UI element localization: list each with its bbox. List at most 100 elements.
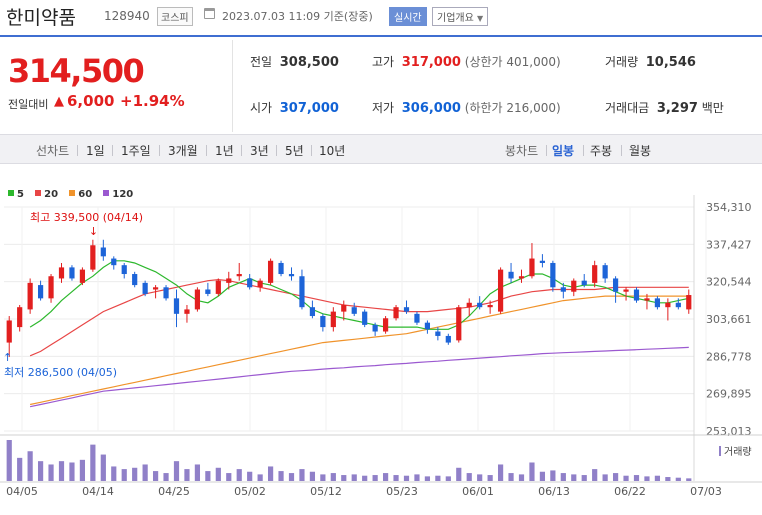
ma120-line <box>29 346 689 408</box>
tab-weekly[interactable]: 주봉 <box>590 144 613 158</box>
volume-bar <box>330 473 336 481</box>
volume-label: 거래량 <box>724 446 752 458</box>
legend-label: 120 <box>112 189 134 200</box>
price-chart[interactable]: 354,310 337,427 320,544 303,661 286,778 269,8… <box>0 195 762 515</box>
volume-bar <box>623 475 629 481</box>
candle-body <box>435 331 441 336</box>
tab-1week[interactable]: 1주일 <box>121 144 151 158</box>
volume-bar <box>100 454 106 481</box>
candle-body <box>403 307 410 312</box>
candle-body <box>236 274 242 277</box>
volume-bar <box>247 471 253 481</box>
candle-body <box>58 267 65 279</box>
volume-bar <box>215 467 221 481</box>
prev-close-label: 전일 <box>250 55 273 69</box>
high-arrow-icon: ↓ <box>89 225 98 238</box>
period-tabs: 선차트 1일 1주일 3개월 1년 3년 5년 10년 봉차트 일봉 주봉 월봉 <box>0 134 762 164</box>
low-price: 저가 306,000 (하한가 216,000) <box>372 99 561 116</box>
volume-bar <box>309 471 316 481</box>
candle-body <box>79 269 86 283</box>
volume: 거래량 10,546 <box>605 53 696 70</box>
lower-limit: (하한가 216,000) <box>464 101 561 115</box>
high-price: 고가 317,000 (상한가 401,000) <box>372 53 561 70</box>
volume-bar <box>320 474 326 481</box>
candle-body <box>633 289 640 301</box>
volume-bar <box>69 462 75 481</box>
candle-body <box>142 282 148 294</box>
candle-body <box>497 269 504 312</box>
candle-body <box>257 280 263 288</box>
candle-chart-tab[interactable]: 봉차트 <box>505 144 539 158</box>
tab-3month[interactable]: 3개월 <box>168 144 198 158</box>
tab-separator <box>77 145 78 156</box>
volume-bar <box>665 477 671 481</box>
legend-ma120: 120 <box>103 189 133 200</box>
volume-bar <box>633 475 640 481</box>
tab-separator <box>276 145 277 156</box>
tab-separator <box>311 145 312 156</box>
legend-swatch <box>103 190 110 196</box>
prev-close: 전일 308,500 <box>250 53 339 70</box>
candle-body <box>487 304 493 308</box>
candle-body <box>320 316 326 328</box>
candle-body <box>299 276 305 308</box>
tab-1year[interactable]: 1년 <box>215 144 234 158</box>
candle-body <box>226 278 232 283</box>
tab-separator <box>112 145 113 156</box>
tab-separator <box>159 145 160 156</box>
candle-body <box>27 282 33 310</box>
company-info-dropdown[interactable]: 기업개요 ▼ <box>432 7 489 26</box>
candle-body <box>518 276 525 279</box>
volume-value: 10,546 <box>645 55 696 70</box>
candle-body <box>111 258 117 266</box>
volume-bar <box>132 467 138 481</box>
tab-daily[interactable]: 일봉 <box>552 144 575 158</box>
candle-body <box>477 302 483 308</box>
volume-bar <box>257 474 263 481</box>
candle-body <box>90 245 96 270</box>
candle-body <box>48 276 54 299</box>
volume-bar <box>90 444 96 481</box>
candle-body <box>581 280 587 286</box>
volume-legend-swatch <box>719 446 721 456</box>
tab-monthly[interactable]: 월봉 <box>629 144 652 158</box>
volume-bar <box>288 473 295 481</box>
volume-bar <box>372 475 378 481</box>
x-tick-label: 06/22 <box>614 485 646 498</box>
candle-body <box>424 322 431 330</box>
volume-bar <box>194 464 201 481</box>
candle-body <box>152 287 159 290</box>
volume-bar <box>497 464 504 481</box>
x-tick-label: 04/05 <box>6 485 38 498</box>
stock-name: 한미약품 <box>6 7 76 29</box>
high-annotation: 최고 339,500 (04/14) <box>30 211 143 224</box>
legend-label: 60 <box>78 189 93 200</box>
candle-body <box>445 335 451 343</box>
volume-bar <box>424 476 431 481</box>
candle-body <box>37 285 44 299</box>
ma5-line <box>29 260 689 330</box>
legend-swatch <box>8 190 14 196</box>
tab-10year[interactable]: 10년 <box>319 144 346 158</box>
candle-body <box>654 298 661 308</box>
volume-bar <box>6 440 12 481</box>
candle-body <box>456 307 462 341</box>
summary-divider <box>232 40 233 132</box>
tab-3year[interactable]: 3년 <box>250 144 269 158</box>
line-chart-tab[interactable]: 선차트 <box>36 144 70 158</box>
y-tick-label: 354,310 <box>706 201 752 214</box>
low-annotation: 최저 286,500 (04/05) <box>4 366 117 379</box>
candle-body <box>278 262 284 275</box>
candle-body <box>686 295 692 310</box>
realtime-button[interactable]: 실시간 <box>389 7 427 26</box>
candle-body <box>309 307 316 317</box>
candle-body <box>330 311 336 328</box>
volume-bar <box>560 473 566 481</box>
tab-separator <box>206 145 207 156</box>
tab-1day[interactable]: 1일 <box>86 144 105 158</box>
volume-bar <box>184 469 190 481</box>
quote-datetime: 2023.07.03 11:09 기준(장중) <box>222 10 373 23</box>
tab-5year[interactable]: 5년 <box>285 144 304 158</box>
volume-bar <box>508 473 514 481</box>
ma60-line <box>29 295 689 406</box>
